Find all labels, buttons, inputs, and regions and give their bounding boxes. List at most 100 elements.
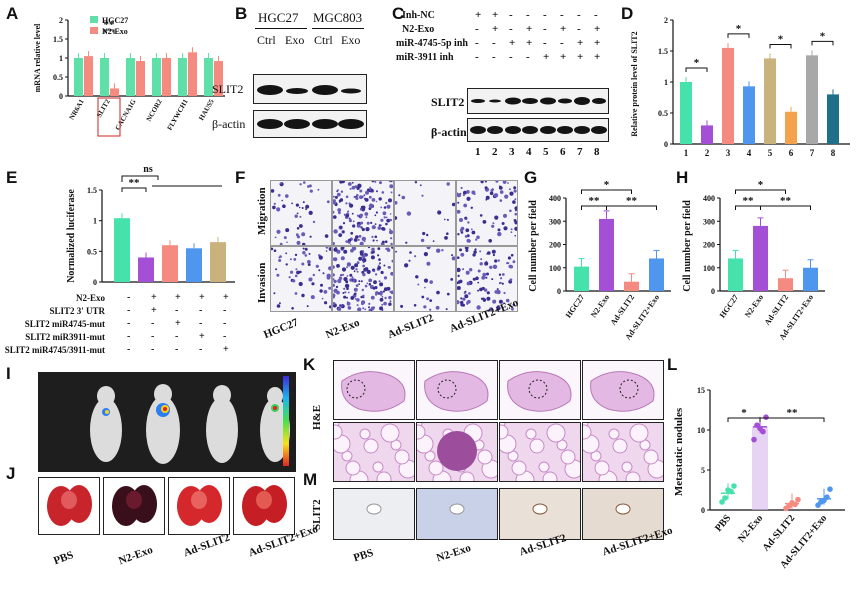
panel-j-lung-photo	[168, 477, 230, 535]
panel-c-lane-number: 8	[594, 146, 600, 158]
l-sig-2-bracket	[759, 417, 825, 422]
panel-f-micrograph	[332, 180, 394, 246]
a-bar	[188, 52, 197, 96]
panel-c-row-label: N2-Exo	[402, 24, 435, 35]
panel-e-row-label: SLIT2 3' UTR	[49, 306, 105, 316]
panel-k-lung-section	[499, 360, 581, 420]
panel-f-micrograph	[270, 180, 332, 246]
panel-f-row-migration: Migration	[256, 187, 268, 235]
a-y-tick-label: 1.5	[53, 35, 63, 44]
panel-m-ihc-section	[333, 488, 415, 540]
panel-j-column-label: PBS	[52, 549, 76, 568]
a-bar	[74, 58, 83, 96]
panel-f-micrograph	[456, 180, 518, 246]
panel-e-sign: -	[175, 344, 179, 355]
panel-e-sign: -	[175, 305, 179, 316]
l-bar	[752, 426, 768, 510]
l-y-tick-label: 10	[697, 426, 705, 435]
h-y-tick-label: 200	[703, 241, 715, 250]
d-x-tick-label: 5	[768, 148, 773, 158]
panel-c-sign: +	[543, 51, 550, 63]
h-sig-3-label: **	[780, 195, 792, 207]
panel-c-sign: -	[475, 37, 479, 49]
l-data-point	[722, 495, 728, 501]
g-y-tick-label: 0	[557, 287, 561, 296]
a-y-tick-label: 2	[59, 16, 63, 25]
panel-c-sign: -	[492, 51, 496, 63]
panel-e-sign: -	[127, 318, 131, 329]
d-bar	[764, 58, 776, 144]
panel-e-sign: -	[223, 331, 227, 342]
a-bar	[178, 58, 187, 96]
panel-b-lane-1: Ctrl	[257, 33, 276, 47]
g-sig-2-label: **	[589, 195, 601, 207]
panel-label-c: C	[392, 4, 405, 23]
e-bar	[138, 257, 154, 282]
g-bar	[599, 218, 614, 291]
h-y-tick-label: 100	[703, 264, 715, 273]
e-sig-2-label: ns	[143, 164, 153, 175]
panel-c-blot-bactin	[467, 118, 609, 142]
a-x-tick-label: FLYWCH1	[166, 98, 190, 132]
g-bar	[574, 266, 589, 291]
panel-label-d: D	[621, 4, 634, 23]
l-x-tick-label: PBS	[713, 513, 733, 534]
g-sig-3-label: **	[626, 195, 638, 207]
h-x-tick-label: HGC27	[718, 293, 740, 320]
panel-c-row-label: miR-3911 inh	[396, 52, 454, 63]
panel-c-sign: -	[509, 9, 513, 21]
l-y-tick-label: 15	[697, 386, 705, 395]
panel-e-sign: -	[127, 292, 131, 303]
a-legend-swatch	[90, 16, 98, 23]
panel-f-row-invasion: Invasion	[256, 262, 268, 303]
panel-c-row-label: Inh-NC	[402, 10, 435, 21]
panel-c-sign: +	[594, 51, 601, 63]
e-sig-1-label: **	[129, 177, 141, 189]
l-data-point	[824, 494, 830, 500]
g-x-tick-label: Ad-SLIT2	[609, 293, 637, 327]
a-bar	[100, 58, 109, 96]
e-y-tick-label: 1	[93, 217, 97, 226]
panel-c-sign: -	[543, 37, 547, 49]
h-bar	[728, 258, 743, 291]
h-sig-1-label: *	[758, 179, 764, 191]
panel-f-column-label: Ad-SLIT2	[386, 311, 436, 342]
panel-k-lung-section	[333, 360, 415, 420]
l-data-point	[792, 501, 798, 508]
d-y-tick-label: 0.5	[658, 109, 668, 118]
h-y-tick-label: 300	[703, 217, 715, 226]
e-y-label: Normalized luciferase	[66, 189, 77, 283]
g-y-tick-label: 400	[549, 194, 561, 203]
d-bar	[806, 55, 818, 145]
h-sig-1-bracket	[735, 189, 786, 194]
d-x-tick-label: 6	[789, 148, 794, 158]
panel-f-micrograph	[394, 180, 456, 246]
l-data-point	[760, 428, 766, 435]
panel-c-sign: +	[577, 51, 584, 63]
panel-c-sign: +	[509, 37, 516, 49]
a-bar	[162, 58, 171, 96]
panel-e-sign: -	[199, 305, 203, 316]
a-bar	[214, 61, 223, 96]
e-sig-2-bracket	[121, 175, 159, 182]
e-bar	[114, 218, 130, 282]
panel-f-micrograph	[394, 246, 456, 312]
panel-label-b: B	[235, 4, 248, 23]
e-y-tick-label: 0	[93, 278, 97, 287]
panel-label-e: E	[6, 168, 18, 187]
l-data-point	[818, 499, 824, 505]
a-x-tick-label: NR6A1	[68, 98, 86, 122]
panel-label-m: M	[303, 470, 318, 489]
panel-c-lane-number: 2	[492, 146, 498, 158]
d-y-tick-label: 1	[664, 78, 668, 87]
d-x-tick-label: 2	[705, 148, 710, 158]
panel-label-i: I	[6, 364, 11, 383]
l-data-point	[719, 499, 725, 505]
d-sig-bracket	[727, 33, 750, 38]
panel-c-lane-number: 6	[560, 146, 566, 158]
panel-c-sign: +	[560, 23, 567, 35]
panel-e-sign: +	[199, 292, 205, 303]
panel-e-sign: -	[199, 344, 203, 355]
panel-c-sign: -	[526, 51, 530, 63]
